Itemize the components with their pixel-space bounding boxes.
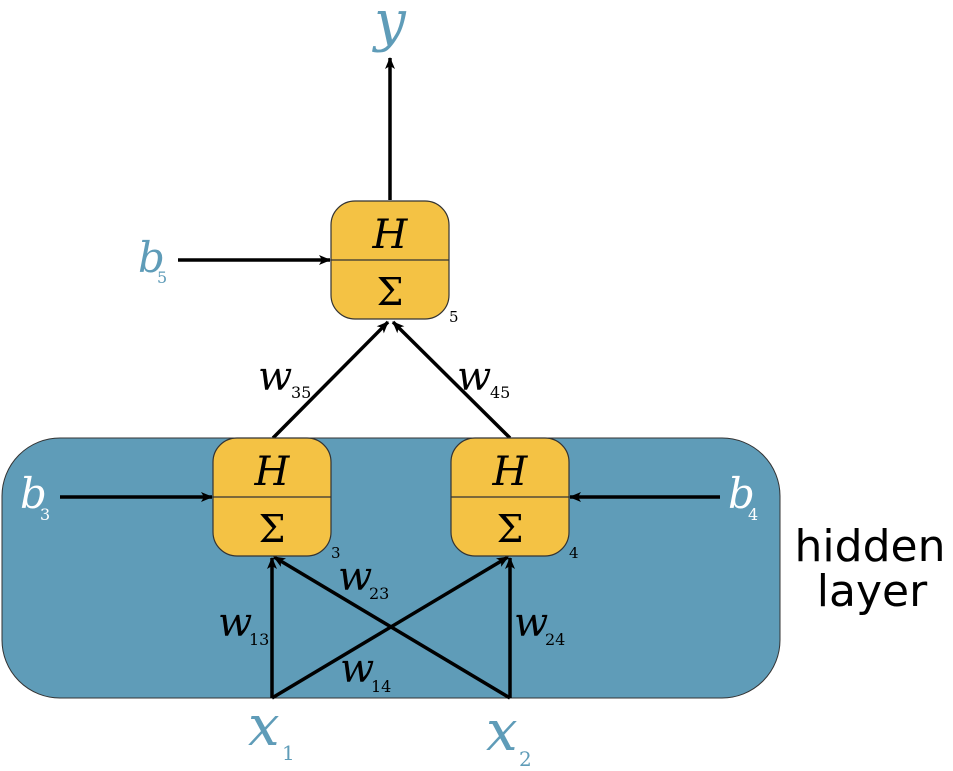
neuron-5-sum: Σ	[377, 270, 404, 314]
weight-w24-sub: 24	[545, 630, 565, 649]
hidden-layer-label-line1: hidden	[795, 521, 946, 572]
neuron-4-activation: H	[492, 449, 529, 495]
input-x2-symbol: x	[486, 699, 518, 764]
hidden-layer-label-line2: layer	[817, 566, 928, 617]
neuron-4-index: 4	[569, 544, 579, 562]
bias-b4-symbol: b	[728, 469, 755, 518]
weight-w23-symbol: w	[338, 554, 372, 600]
weight-w35-sub: 35	[291, 383, 311, 402]
bias-b5-label: b 5	[138, 233, 167, 287]
bias-b3-sub: 3	[40, 505, 50, 524]
neuron-4-sum: Σ	[497, 507, 524, 551]
bias-b5-symbol: b	[138, 233, 165, 282]
weight-w13-label: w 13	[218, 600, 269, 649]
weight-w23-label: w 23	[338, 554, 389, 603]
input-x1-label: x 1	[248, 694, 295, 765]
weight-w13-symbol: w	[218, 600, 252, 646]
neuron-3-sum: Σ	[259, 507, 286, 551]
weight-w45-label: w 45	[457, 354, 510, 402]
neuron-4: H Σ 4	[450, 437, 579, 562]
input-x1-sub: 1	[282, 741, 295, 765]
neuron-3-activation: H	[254, 449, 291, 495]
input-x2-sub: 2	[519, 747, 532, 771]
weight-w24-label: w 24	[514, 600, 565, 649]
weight-w35-label: w 35	[258, 354, 311, 402]
neuron-3-index: 3	[331, 544, 341, 562]
output-y-label: y	[371, 0, 407, 54]
edge-w35	[271, 320, 390, 440]
weight-w24-symbol: w	[514, 600, 548, 646]
neuron-5-activation: H	[372, 212, 409, 258]
weight-w14-sub: 14	[371, 677, 391, 696]
edge-w14	[271, 555, 509, 700]
edge-w45	[391, 320, 512, 440]
neuron-3: H Σ 3	[212, 437, 341, 562]
bias-b4-label: b 4	[728, 469, 758, 524]
bias-b3-label: b 3	[20, 469, 50, 524]
weight-w14-symbol: w	[340, 646, 374, 692]
bias-b3-symbol: b	[20, 469, 47, 518]
hidden-layer-band	[1, 437, 781, 699]
weight-w35-symbol: w	[258, 354, 292, 400]
weight-w14-label: w 14	[340, 646, 391, 696]
weight-w45-symbol: w	[457, 354, 491, 400]
weight-w45-sub: 45	[490, 383, 510, 402]
bias-b4-sub: 4	[748, 505, 758, 524]
bias-b5-sub: 5	[157, 268, 167, 287]
weight-w13-sub: 13	[249, 630, 269, 649]
weight-w23-sub: 23	[369, 584, 389, 603]
input-x2-label: x 2	[486, 699, 532, 771]
neuron-5-index: 5	[449, 308, 459, 326]
input-x1-symbol: x	[248, 694, 280, 759]
neuron-5: H Σ 5	[330, 200, 459, 326]
